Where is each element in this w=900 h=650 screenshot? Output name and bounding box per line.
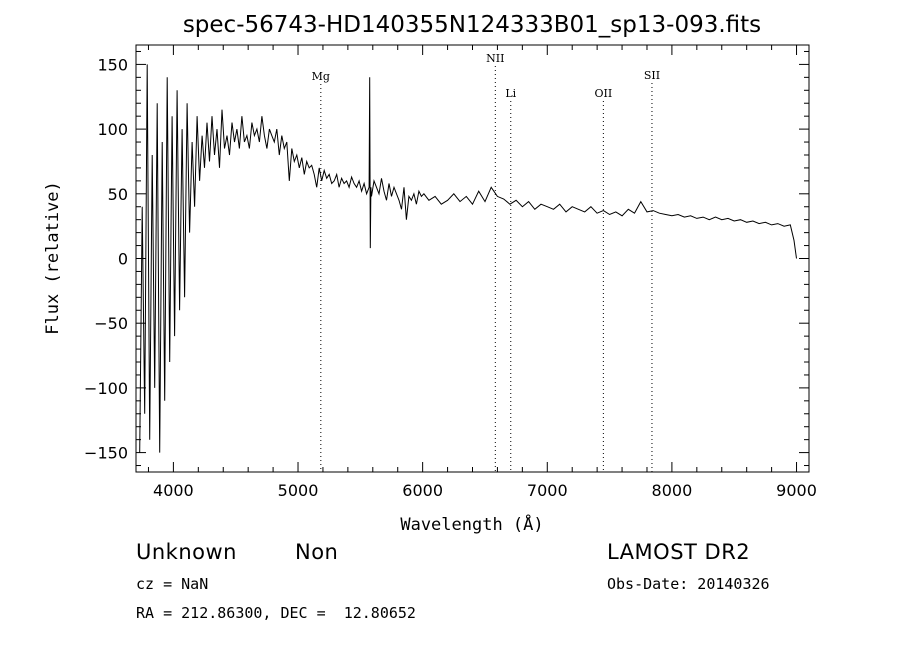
y-tick-label: 0: [118, 250, 128, 269]
y-tick-label: −150: [84, 444, 128, 463]
spectral-class-label: Unknown: [136, 540, 237, 564]
spectrum-series-line: [139, 64, 797, 453]
x-axis-label: Wavelength (Å): [400, 513, 543, 535]
spectral-subclass-label: Non: [295, 540, 339, 564]
x-tick-label: 9000: [776, 481, 817, 500]
x-tick-label: 7000: [527, 481, 568, 500]
cz-value: cz = NaN: [136, 575, 209, 593]
plot-frame: [135, 44, 810, 473]
x-tick-label: 5000: [278, 481, 319, 500]
x-tick-label: 4000: [153, 481, 194, 500]
y-tick-label: −100: [84, 379, 128, 398]
chart-title: spec-56743-HD140355N124333B01_sp13-093.f…: [183, 12, 761, 38]
spectral-line-label: OII: [595, 87, 613, 100]
coordinates-value: RA = 212.86300, DEC = 12.80652: [136, 604, 416, 622]
spectral-line-label: SII: [644, 69, 660, 82]
spectral-line-label: Li: [505, 87, 516, 100]
y-axis-label: Flux (relative): [43, 181, 63, 335]
spectral-line-markers: Mg NII Li OII SII: [312, 52, 660, 472]
survey-label: LAMOST DR2: [607, 540, 751, 564]
spectral-line-label: Mg: [312, 70, 330, 83]
obs-date-value: Obs-Date: 20140326: [607, 575, 770, 593]
y-tick-label: 50: [108, 185, 128, 204]
y-tick-label: 150: [97, 55, 128, 74]
x-tick-label: 6000: [402, 481, 443, 500]
spectral-line-label: NII: [486, 52, 504, 65]
y-tick-label: 100: [97, 120, 128, 139]
axis-ticks: 4000 5000 6000 7000 8000 9000 −150 −100 −50 0 50 10…: [84, 45, 817, 500]
x-tick-label: 8000: [652, 481, 693, 500]
y-tick-label: −50: [94, 314, 128, 333]
